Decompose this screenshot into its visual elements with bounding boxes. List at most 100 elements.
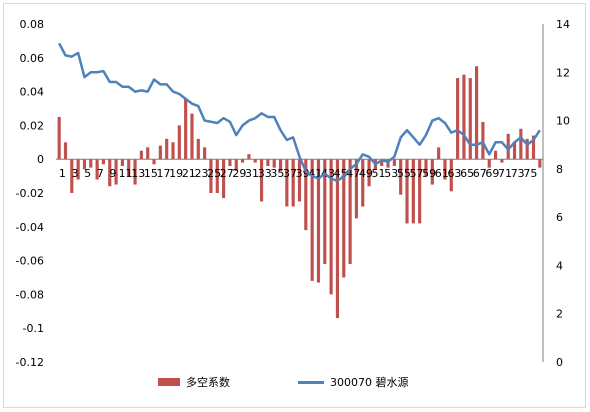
bar	[241, 159, 245, 163]
bar	[418, 159, 422, 224]
bar	[475, 66, 479, 160]
bar	[152, 159, 156, 165]
left-axis-ticks: 0.08 0.06 0.04 0.02 0 -0.02 -0.04 -0.06 -0.08 -0.…	[16, 18, 44, 369]
bar	[468, 78, 472, 160]
bar	[196, 138, 200, 160]
bar	[411, 159, 415, 224]
bar	[316, 159, 321, 283]
bar	[247, 154, 251, 160]
bar	[335, 159, 340, 319]
bar	[531, 135, 536, 160]
right-tick-label: 10	[556, 115, 570, 128]
bar	[506, 133, 510, 160]
bar	[386, 159, 390, 168]
x-tick-label: 61	[435, 167, 449, 180]
x-tick-label: 21	[182, 167, 196, 180]
bar	[329, 159, 333, 295]
bar	[234, 159, 238, 172]
bar	[76, 159, 80, 180]
bar	[538, 159, 542, 168]
x-tick-label: 73	[511, 167, 525, 180]
left-tick-label: 0	[37, 153, 44, 166]
bar	[462, 74, 466, 160]
bar	[209, 159, 213, 193]
bar	[222, 159, 226, 199]
left-tick-label: -0.02	[16, 187, 44, 200]
legend-item-line[interactable]: 300070 碧水源	[298, 374, 409, 390]
x-tick-label: 1	[59, 167, 66, 180]
bar	[114, 159, 118, 185]
right-tick-label: 0	[556, 356, 563, 369]
right-axis-ticks: 14 12 10 8 6 4 2 0	[556, 18, 570, 369]
bar	[342, 159, 346, 278]
legend-item-bars[interactable]: 多空系数	[158, 374, 230, 390]
left-tick-label: -0.08	[16, 288, 44, 301]
legend-bar-swatch	[158, 378, 180, 386]
left-tick-label: 0.04	[20, 86, 45, 99]
x-tick-label: 15	[144, 167, 158, 180]
bar	[89, 159, 93, 168]
bar	[259, 159, 264, 202]
x-tick-label: 17	[157, 167, 171, 180]
x-tick-label: 59	[422, 167, 436, 180]
x-tick-label: 27	[220, 167, 234, 180]
x-tick-label: 11	[119, 167, 133, 180]
right-tick-label: 4	[556, 259, 563, 272]
left-tick-label: -0.1	[23, 322, 44, 335]
right-tick-label: 6	[556, 211, 563, 224]
x-axis-ticks: 1 3 5 7 9 11131517192123252729313335373941434…	[59, 167, 538, 180]
bar	[367, 159, 371, 187]
x-tick-label: 19	[169, 167, 183, 180]
bar	[285, 159, 289, 207]
x-tick-label: 29	[232, 167, 246, 180]
bar	[512, 142, 517, 160]
bar	[291, 159, 295, 207]
x-tick-label: 51	[372, 167, 386, 180]
x-tick-label: 71	[498, 167, 512, 180]
x-tick-label: 49	[359, 167, 373, 180]
right-tick-label: 12	[556, 66, 570, 79]
bar	[70, 159, 74, 193]
bar	[139, 150, 143, 160]
bar	[177, 125, 181, 160]
bar	[348, 159, 352, 264]
x-tick-label: 23	[194, 167, 208, 180]
bar	[57, 116, 61, 160]
x-tick-label: 13	[131, 167, 145, 180]
bar	[133, 159, 137, 185]
legend-line-swatch	[298, 380, 324, 384]
x-tick-label: 35	[270, 167, 284, 180]
x-tick-label: 43	[321, 167, 335, 180]
left-tick-label: 0.02	[20, 119, 45, 132]
bar	[171, 142, 175, 160]
bar	[297, 159, 302, 202]
x-tick-label: 7	[97, 167, 104, 180]
bar	[63, 142, 68, 160]
left-tick-label: -0.04	[16, 221, 44, 234]
x-tick-label: 55	[397, 167, 411, 180]
x-tick-label: 31	[245, 167, 259, 180]
bar	[82, 159, 87, 170]
bar	[278, 159, 283, 172]
bar	[203, 147, 207, 160]
bar	[430, 159, 434, 185]
bar	[500, 159, 504, 163]
bar	[437, 147, 441, 160]
bar	[127, 159, 131, 177]
bar	[449, 159, 453, 192]
right-tick-label: 14	[556, 18, 570, 31]
bar	[519, 128, 523, 160]
x-tick-label: 5	[84, 167, 91, 180]
left-tick-label: -0.12	[16, 356, 44, 369]
bar	[481, 122, 485, 160]
x-tick-label: 63	[447, 167, 461, 180]
bar	[399, 159, 403, 195]
bar	[228, 159, 232, 166]
bar	[354, 159, 358, 219]
legend-line-label: 300070 碧水源	[330, 376, 409, 389]
bar	[405, 159, 409, 224]
right-tick-label: 2	[556, 308, 563, 321]
x-tick-label: 9	[109, 167, 116, 180]
left-tick-label: 0.08	[20, 18, 45, 31]
